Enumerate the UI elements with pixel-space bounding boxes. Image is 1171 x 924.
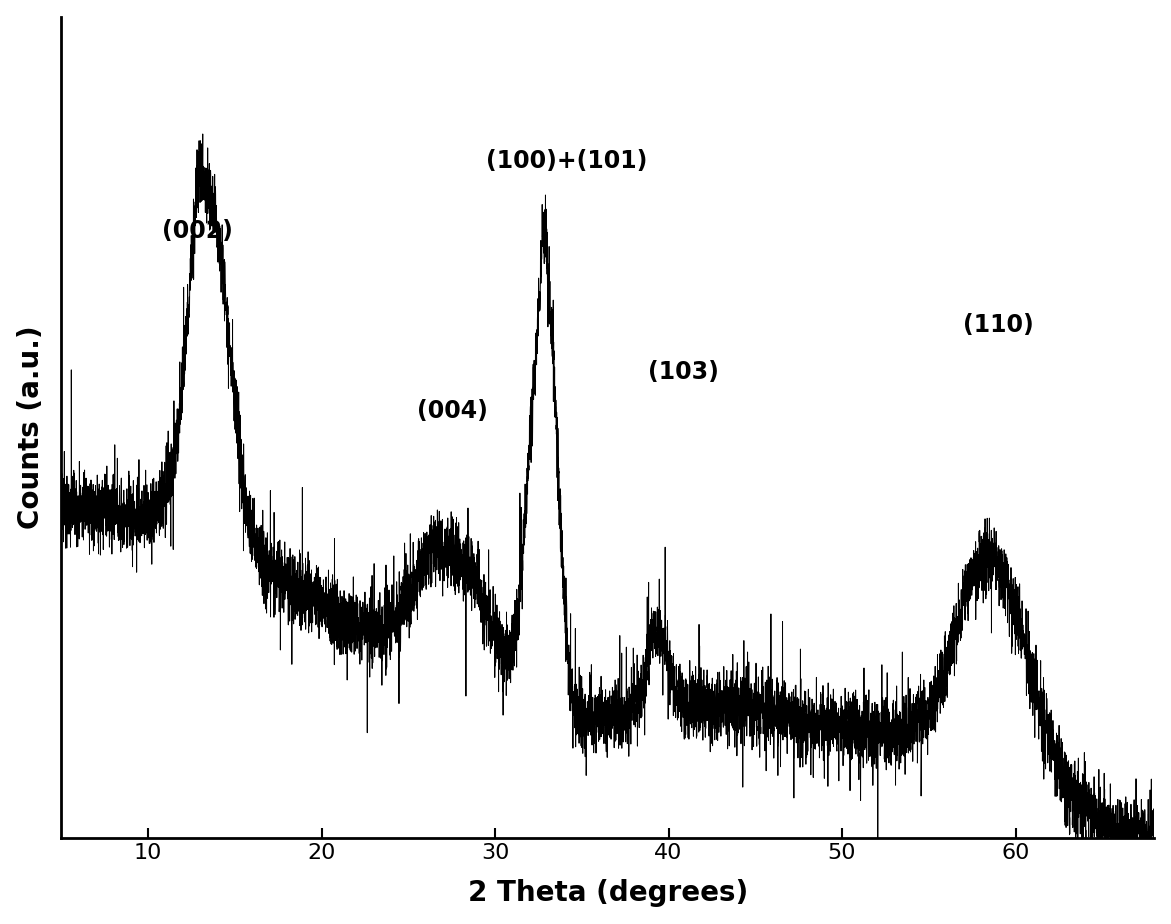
Text: (103): (103) <box>648 360 719 384</box>
Y-axis label: Counts (a.u.): Counts (a.u.) <box>16 325 44 529</box>
Text: (100)+(101): (100)+(101) <box>486 149 648 173</box>
X-axis label: 2 Theta (degrees): 2 Theta (degrees) <box>467 880 748 907</box>
Text: (002): (002) <box>162 220 233 243</box>
Text: (004): (004) <box>417 399 488 423</box>
Text: (110): (110) <box>964 313 1034 337</box>
